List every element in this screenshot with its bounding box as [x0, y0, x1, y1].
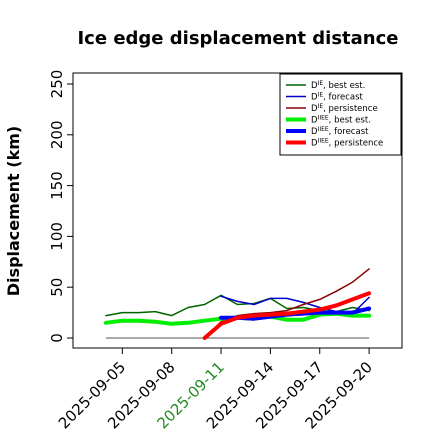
legend-entry-4: DIIEE, best est.	[311, 115, 371, 126]
y-axis-label: Displacement (km)	[4, 126, 23, 296]
legend-entry-6: DIIEE, persistence	[311, 138, 383, 149]
legend-entry-5: DIIEE, forecast	[311, 126, 369, 137]
chart-title: Ice edge displacement distance	[77, 28, 398, 49]
plot-frame	[72, 72, 403, 349]
y-tick-label: 50	[48, 278, 66, 297]
y-tick-label: 200	[48, 120, 66, 149]
legend-entry-1: DIE, best est.	[311, 80, 365, 91]
legend-entry-2: DIE, forecast	[311, 92, 364, 103]
y-tick-label: 0	[48, 333, 66, 343]
y-tick-label: 100	[48, 222, 66, 251]
series-line-6	[202, 291, 372, 340]
plot-area	[103, 268, 372, 340]
y-tick-label: 250	[48, 70, 66, 99]
legend-entry-3: DIE, persistence	[311, 103, 378, 114]
y-tick-label: 150	[48, 171, 66, 200]
